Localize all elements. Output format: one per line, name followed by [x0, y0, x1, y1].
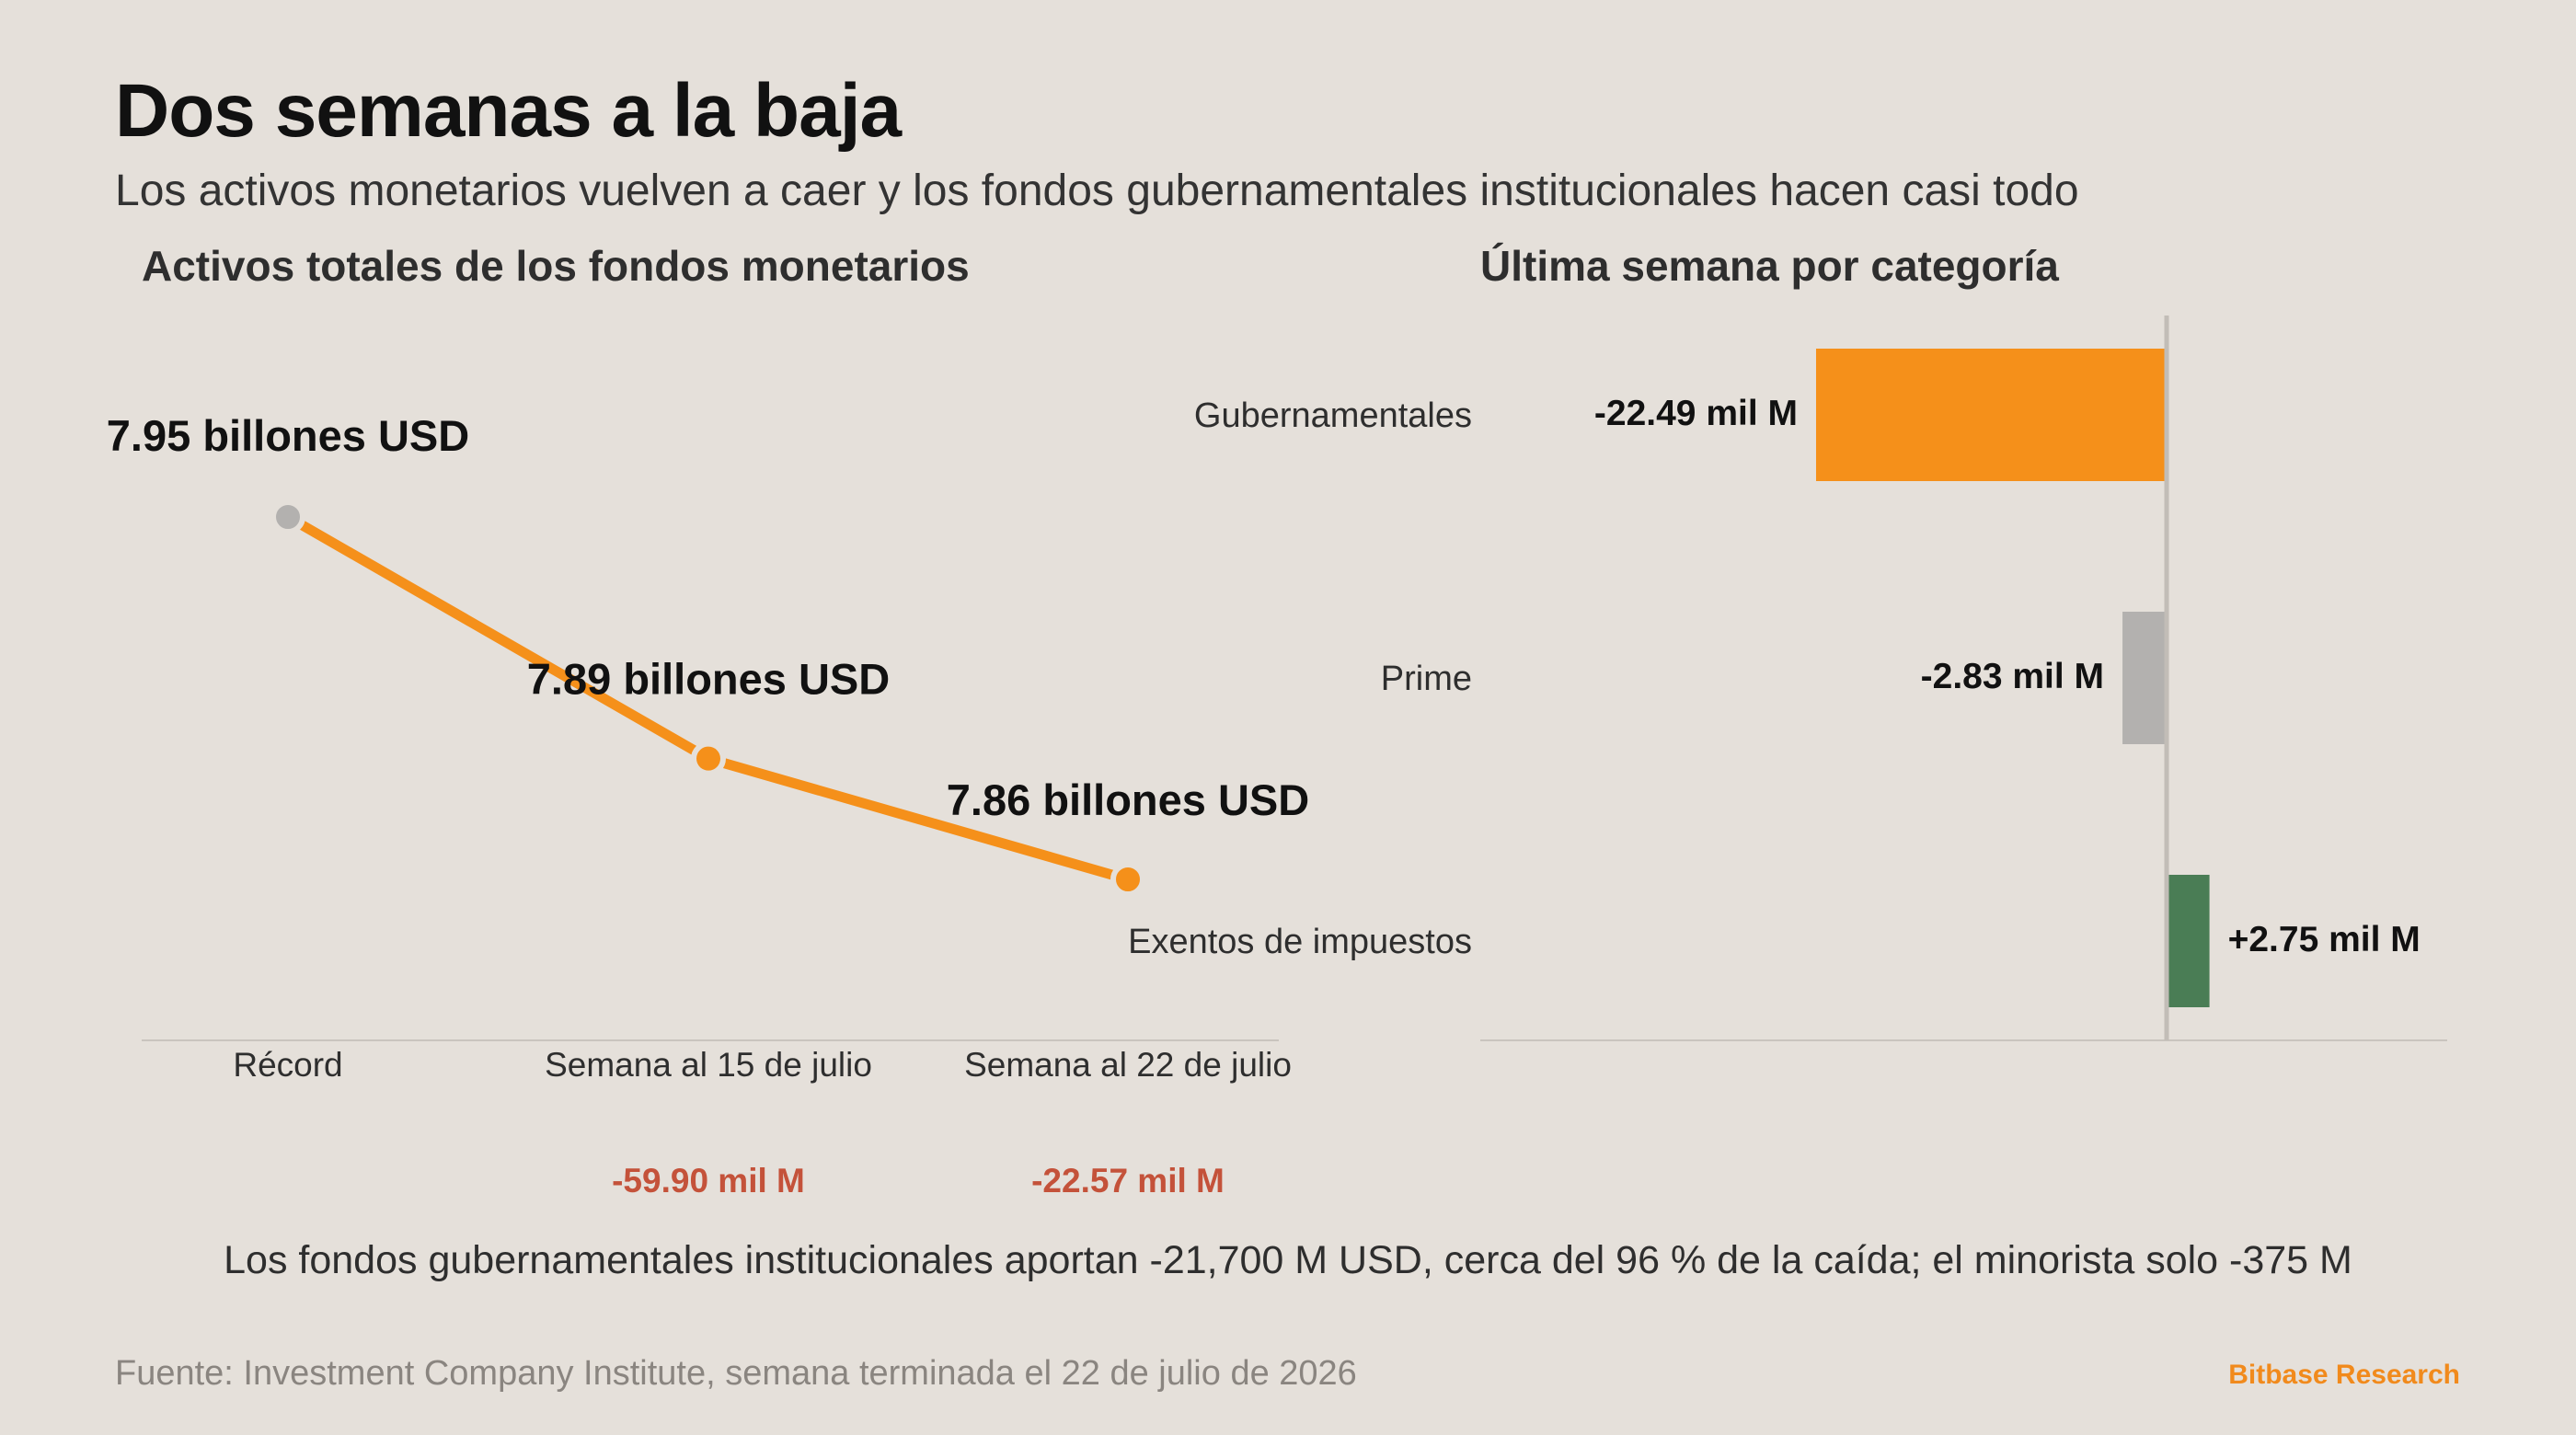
line-point-label: 7.89 billones USD — [527, 655, 890, 704]
bar-value-label: -2.83 mil M — [1921, 657, 2104, 696]
source-note: Fuente: Investment Company Institute, se… — [115, 1354, 1357, 1393]
line-x-tick-label: Semana al 15 de julio — [545, 1046, 872, 1084]
line-point — [691, 740, 726, 776]
line-point — [1110, 862, 1145, 897]
line-point-label: 7.95 billones USD — [107, 411, 469, 460]
line-x-tick-label: Semana al 22 de julio — [964, 1046, 1292, 1084]
chart-title: Dos semanas a la baja — [115, 69, 902, 153]
bar — [1816, 349, 2167, 481]
line-point — [270, 499, 305, 534]
brand-label: Bitbase Research — [2228, 1360, 2460, 1390]
line-x-tick-label: Récord — [233, 1046, 342, 1084]
bar-value-label: -22.49 mil M — [1594, 394, 1798, 433]
chart-subtitle: Los activos monetarios vuelven a caer y … — [115, 166, 2079, 215]
bar — [2122, 612, 2167, 744]
bar-value-label: +2.75 mil M — [2228, 920, 2421, 959]
bar-category-label: Prime — [1381, 660, 1472, 698]
bar-category-label: Exentos de impuestos — [1128, 923, 1472, 961]
line-point-label: 7.86 billones USD — [947, 775, 1309, 824]
bar — [2167, 875, 2210, 1007]
line-panel-title: Activos totales de los fondos monetarios — [142, 242, 970, 290]
bar-panel-title: Última semana por categoría — [1480, 242, 2059, 290]
bar-category-label: Gubernamentales — [1194, 396, 1472, 435]
line-series-segment — [282, 511, 714, 764]
line-series-segment — [703, 753, 1133, 885]
takeaway-text: Los fondos gubernamentales institucional… — [224, 1238, 2352, 1282]
line-change-label: -59.90 mil M — [612, 1162, 805, 1200]
line-change-label: -22.57 mil M — [1031, 1162, 1225, 1200]
